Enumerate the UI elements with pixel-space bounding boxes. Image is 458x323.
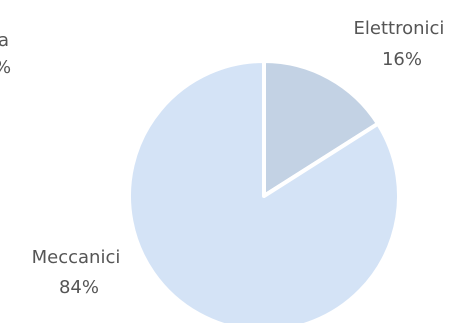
slice-label-elettronici: Elettronici: [354, 18, 445, 39]
partial-label-line1: a: [0, 30, 9, 51]
partial-label-line2: %: [0, 57, 11, 78]
slice-value-meccanici: 84%: [59, 277, 99, 298]
slice-label-meccanici: Meccanici: [32, 247, 121, 268]
pie-slice-meccanici: [127, 59, 401, 323]
pie-slices: [127, 59, 401, 323]
pie-slice-elettronici: [262, 59, 380, 198]
slice-value-elettronici: 16%: [382, 49, 422, 70]
